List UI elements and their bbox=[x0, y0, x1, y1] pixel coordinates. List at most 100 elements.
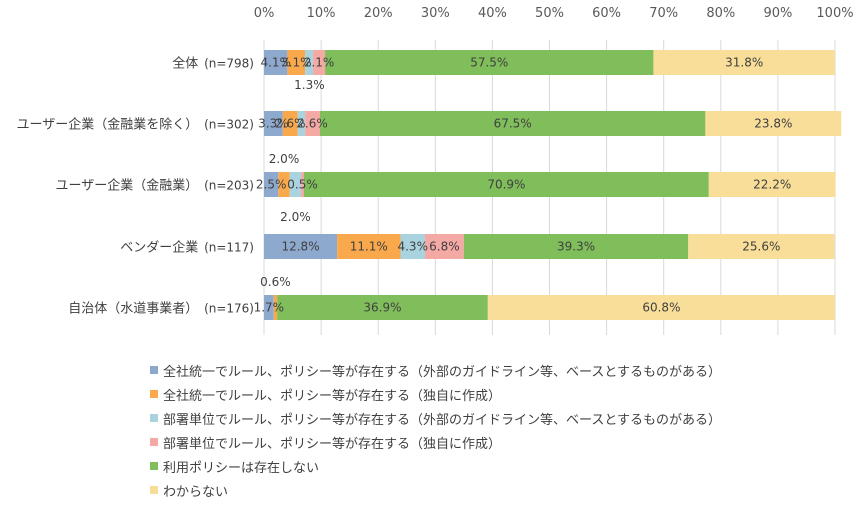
data-label: 3.3% bbox=[258, 117, 289, 131]
category-label: ユーザー企業（金融業を除く） (n=302) bbox=[17, 117, 255, 133]
x-tick-label: 70% bbox=[649, 6, 678, 21]
category-label: ユーザー企業（金融業） (n=203) bbox=[56, 178, 255, 194]
bar-segment bbox=[297, 111, 306, 136]
category-label: 全体 (n=798) bbox=[172, 56, 254, 72]
data-label: 25.6% bbox=[742, 240, 780, 254]
category-name: ユーザー企業（金融業を除く） bbox=[17, 117, 199, 133]
legend-item: 全社統一でルール、ポリシー等が存在する（外部のガイドライン等、ベースとするものが… bbox=[150, 358, 721, 382]
legend-label: 全社統一でルール、ポリシー等が存在する（外部のガイドライン等、ベースとするものが… bbox=[163, 364, 721, 380]
bar-segment bbox=[264, 172, 279, 197]
x-tick-label: 20% bbox=[364, 6, 393, 21]
bar-segment bbox=[277, 295, 488, 320]
x-tick-label: 0% bbox=[254, 6, 275, 21]
bar-segment bbox=[337, 234, 401, 259]
bar-segment bbox=[705, 111, 842, 136]
legend-swatch bbox=[150, 414, 158, 422]
bar-segment bbox=[487, 295, 835, 320]
bar-segment bbox=[463, 234, 689, 259]
data-label: 2.5% bbox=[256, 178, 287, 192]
data-label: 57.5% bbox=[470, 56, 508, 70]
data-label: 60.8% bbox=[642, 301, 680, 315]
legend-item: 部署単位でルール、ポリシー等が存在する（独自に作成） bbox=[150, 430, 721, 454]
bar-segment bbox=[264, 111, 283, 136]
x-tick-label: 90% bbox=[763, 6, 792, 21]
data-label: 67.5% bbox=[494, 117, 532, 131]
legend-item: 全社統一でルール、ポリシー等が存在する（独自に作成） bbox=[150, 382, 721, 406]
data-label: 4.3% bbox=[397, 240, 428, 254]
bar-segment bbox=[273, 295, 278, 320]
category-labels: 全体 (n=798)ユーザー企業（金融業を除く） (n=302)ユーザー企業（金… bbox=[17, 56, 255, 317]
bar-segment bbox=[305, 50, 314, 75]
x-tick-label: 100% bbox=[816, 6, 853, 21]
data-label: 22.2% bbox=[753, 178, 791, 192]
x-tick-label: 40% bbox=[478, 6, 507, 21]
category-n: (n=203) bbox=[200, 179, 254, 193]
bar-segment bbox=[305, 111, 320, 136]
data-label: 12.8% bbox=[281, 240, 319, 254]
legend-label: 部署単位でルール、ポリシー等が存在する（独自に作成） bbox=[163, 436, 502, 452]
legend-item: わからない bbox=[150, 478, 721, 502]
data-label: 0.5% bbox=[287, 178, 318, 192]
category-n: (n=798) bbox=[200, 57, 254, 71]
bar-segment bbox=[425, 234, 464, 259]
data-label: 0.6% bbox=[260, 275, 291, 289]
data-label: 1.7% bbox=[254, 301, 285, 315]
bar-segment bbox=[319, 111, 706, 136]
category-n: (n=302) bbox=[200, 118, 254, 132]
data-label: 2.6% bbox=[275, 117, 306, 131]
data-label: 3.1% bbox=[281, 56, 312, 70]
category-label: 自治体（水道事業者） (n=176) bbox=[68, 301, 254, 317]
data-label: 2.6% bbox=[297, 117, 328, 131]
bar-segment bbox=[264, 234, 338, 259]
bar-segment bbox=[653, 50, 835, 75]
bar-segment bbox=[325, 50, 654, 75]
data-label: 4.1% bbox=[260, 56, 291, 70]
legend-label: 全社統一でルール、ポリシー等が存在する（独自に作成） bbox=[163, 388, 502, 404]
category-label: ベンダー企業 (n=117) bbox=[120, 240, 254, 256]
data-label: 31.8% bbox=[725, 56, 763, 70]
category-name: ベンダー企業 bbox=[120, 240, 198, 256]
data-label: 23.8% bbox=[754, 117, 792, 131]
legend-swatch bbox=[150, 462, 158, 470]
data-label: 39.3% bbox=[557, 240, 595, 254]
data-label: 6.8% bbox=[429, 240, 460, 254]
legend-label: 部署単位でルール、ポリシー等が存在する（外部のガイドライン等、ベースとするものが… bbox=[163, 412, 721, 428]
data-label: 11.1% bbox=[350, 240, 388, 254]
bar-segment bbox=[282, 111, 298, 136]
bar-segment bbox=[688, 234, 835, 259]
legend-item: 利用ポリシーは存在しない bbox=[150, 454, 721, 478]
x-tick-label: 30% bbox=[421, 6, 450, 21]
legend-swatch bbox=[150, 438, 158, 446]
x-tick-label: 10% bbox=[307, 6, 336, 21]
x-axis-ticks: 0% 10% 20% 30% 40% 50% 60% 70% 80% 90% 100% bbox=[254, 6, 854, 21]
legend-swatch bbox=[150, 390, 158, 398]
category-name: ユーザー企業（金融業） bbox=[56, 178, 199, 194]
data-label: 2.0% bbox=[269, 152, 300, 166]
legend-item: 部署単位でルール、ポリシー等が存在する（外部のガイドライン等、ベースとするものが… bbox=[150, 406, 721, 430]
x-tick-label: 60% bbox=[592, 6, 621, 21]
x-tick-label: 50% bbox=[535, 6, 564, 21]
bar-segment bbox=[708, 172, 836, 197]
category-n: (n=117) bbox=[200, 241, 254, 255]
bar-segment bbox=[400, 234, 426, 259]
data-label: 36.9% bbox=[363, 301, 401, 315]
data-label: 70.9% bbox=[487, 178, 525, 192]
data-labels: 4.1%3.1%2.1% 57.5% 31.8%3.3%2.6%1.3%2.6% 67… bbox=[254, 56, 793, 315]
bar-segment bbox=[278, 172, 290, 197]
bar-segment bbox=[313, 50, 326, 75]
data-label: 1.3% bbox=[294, 78, 325, 92]
legend-label: 利用ポリシーは存在しない bbox=[163, 460, 320, 476]
legend-label: わからない bbox=[163, 484, 229, 500]
bar-segment bbox=[303, 172, 709, 197]
category-name: 全体 bbox=[172, 56, 198, 72]
bar-segment bbox=[301, 172, 304, 197]
x-tick-label: 80% bbox=[706, 6, 735, 21]
category-name: 自治体（水道事業者） bbox=[68, 301, 198, 317]
legend-swatch bbox=[150, 366, 158, 374]
bar-segment bbox=[287, 50, 306, 75]
bar-segment bbox=[289, 172, 302, 197]
bars bbox=[264, 50, 842, 320]
legend: 全社統一でルール、ポリシー等が存在する（外部のガイドライン等、ベースとするものが… bbox=[150, 358, 721, 502]
bar-segment bbox=[264, 50, 288, 75]
data-label: 2.0% bbox=[280, 210, 311, 224]
